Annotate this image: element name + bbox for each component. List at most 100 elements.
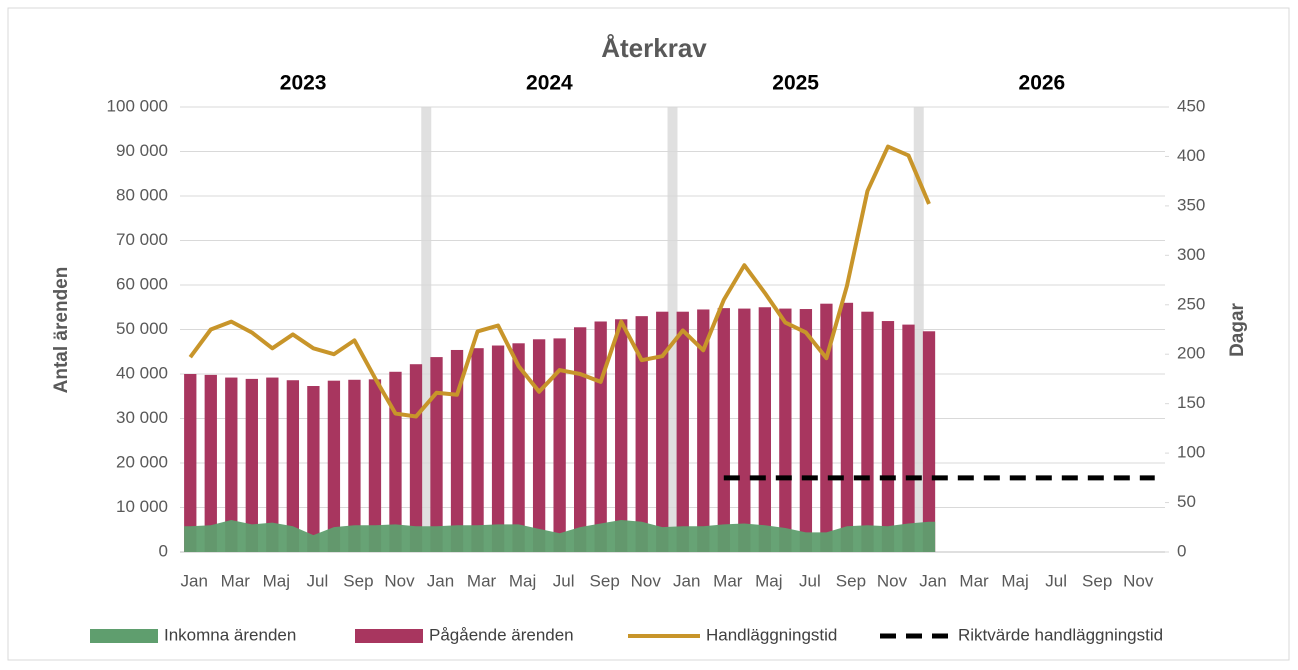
y2-tick-label: 200	[1177, 344, 1205, 363]
bar	[738, 308, 751, 552]
bar	[471, 348, 484, 552]
bar	[615, 319, 628, 552]
x-tick-label: Nov	[631, 571, 662, 590]
y-tick-label: 60 000	[116, 274, 168, 293]
y-tick-label: 90 000	[116, 141, 168, 160]
y-tick-label: 100 000	[107, 96, 168, 115]
x-tick-label: Jul	[307, 571, 329, 590]
bar	[922, 331, 936, 552]
year-label: 2023	[280, 72, 327, 95]
bar	[799, 309, 813, 552]
y2-tick-label: 50	[1177, 492, 1196, 511]
x-tick-label: Sep	[590, 571, 620, 590]
x-tick-label: Jul	[799, 571, 821, 590]
bar	[491, 345, 505, 552]
y-tick-label: 10 000	[116, 497, 168, 516]
x-tick-label: Maj	[755, 571, 782, 590]
x-tick-label: Nov	[877, 571, 908, 590]
bar	[779, 308, 792, 552]
x-tick-label: Mar	[467, 571, 497, 590]
y-tick-label: 40 000	[116, 363, 168, 382]
x-tick-label: Sep	[1082, 571, 1112, 590]
bar	[758, 307, 771, 552]
year-label: 2025	[772, 72, 819, 95]
bar	[286, 380, 300, 552]
bar	[717, 308, 730, 552]
bar	[635, 316, 648, 552]
x-tick-label: Jul	[1045, 571, 1067, 590]
year-label: 2026	[1019, 72, 1066, 95]
bar	[656, 311, 669, 552]
area	[184, 519, 936, 552]
y2-tick-label: 350	[1177, 195, 1205, 214]
bar	[450, 349, 464, 552]
bar	[245, 378, 258, 552]
legend-label: Handläggningstid	[706, 625, 837, 644]
y2-tick-label: 0	[1177, 541, 1186, 560]
bar	[307, 386, 320, 552]
bar	[594, 321, 607, 552]
year-label: 2024	[526, 72, 573, 95]
bar	[820, 303, 833, 552]
x-tick-label: Jan	[427, 571, 454, 590]
bar	[902, 324, 915, 552]
bar	[861, 311, 874, 552]
x-tick-label: Maj	[509, 571, 536, 590]
line	[188, 144, 931, 419]
y2-tick-label: 450	[1177, 96, 1205, 115]
x-tick-label: Jan	[673, 571, 700, 590]
y2-axis-title: Dagar	[1227, 302, 1248, 356]
x-tick-label: Maj	[1001, 571, 1028, 590]
x-tick-label: Mar	[221, 571, 251, 590]
bar	[512, 343, 525, 552]
bar	[574, 327, 587, 552]
bar	[327, 380, 341, 552]
y-tick-label: 50 000	[116, 319, 168, 338]
bar	[389, 371, 402, 552]
y-tick-label: 70 000	[116, 230, 168, 249]
bar	[553, 338, 566, 552]
y-tick-label: 30 000	[116, 408, 168, 427]
legend-label: Riktvärde handläggningstid	[958, 625, 1163, 644]
bar	[697, 309, 710, 552]
bar	[184, 374, 197, 552]
x-tick-label: Maj	[263, 571, 290, 590]
x-tick-label: Jan	[181, 571, 208, 590]
legend: Inkomna ärenden Pågående ärenden Handläggn…	[90, 625, 1163, 644]
x-tick-label: Jul	[553, 571, 575, 590]
bar	[225, 377, 238, 552]
x-tick-label: Mar	[959, 571, 989, 590]
x-tick-label: Mar	[713, 571, 743, 590]
bar	[430, 357, 443, 552]
x-tick-label: Nov	[384, 571, 415, 590]
legend-swatch	[355, 629, 423, 643]
legend-label: Pågående ärenden	[429, 625, 574, 644]
x-tick-label: Nov	[1123, 571, 1154, 590]
y-axis-title: Antal ärenden	[51, 267, 72, 394]
bar	[840, 302, 854, 552]
y2-tick-label: 300	[1177, 245, 1205, 264]
x-tick-label: Sep	[836, 571, 866, 590]
x-tick-label: Sep	[343, 571, 373, 590]
bar	[676, 311, 689, 552]
y-tick-label: 0	[159, 541, 168, 560]
y-tick-label: 20 000	[116, 452, 168, 471]
y-tick-label: 80 000	[116, 185, 168, 204]
bar	[881, 321, 895, 552]
legend-label: Inkomna ärenden	[164, 625, 296, 644]
y2-tick-label: 100	[1177, 443, 1205, 462]
bar	[368, 379, 382, 552]
bar	[532, 339, 546, 552]
legend-swatch	[90, 629, 158, 643]
x-tick-label: Jan	[919, 571, 946, 590]
chart-border	[7, 7, 1290, 661]
bar	[409, 364, 423, 552]
bar	[348, 379, 361, 552]
chart-title: Återkrav	[601, 33, 707, 63]
y2-tick-label: 250	[1177, 294, 1205, 313]
y2-tick-label: 400	[1177, 146, 1205, 165]
bar	[266, 377, 279, 552]
bar	[204, 374, 217, 552]
y2-tick-label: 150	[1177, 393, 1205, 412]
